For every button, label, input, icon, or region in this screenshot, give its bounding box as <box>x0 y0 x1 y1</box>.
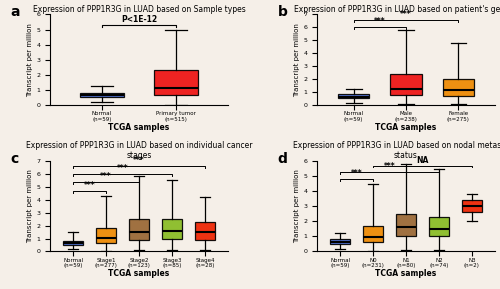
Y-axis label: Transcript per million: Transcript per million <box>28 169 34 243</box>
PathPatch shape <box>330 239 350 244</box>
PathPatch shape <box>162 219 182 238</box>
PathPatch shape <box>154 70 198 95</box>
Title: Expression of PPP1R3G in LUAD based on patient's gender: Expression of PPP1R3G in LUAD based on p… <box>294 5 500 14</box>
Text: ***: *** <box>100 172 112 181</box>
Title: Expression of PPP1R3G in LUAD based on nodal metastasis
status: Expression of PPP1R3G in LUAD based on n… <box>293 141 500 160</box>
PathPatch shape <box>195 222 215 240</box>
X-axis label: TCGA samples: TCGA samples <box>108 269 170 279</box>
Text: ***: *** <box>133 156 145 165</box>
Text: c: c <box>11 152 19 166</box>
Y-axis label: Transcript per million: Transcript per million <box>294 23 300 97</box>
PathPatch shape <box>429 217 449 236</box>
PathPatch shape <box>96 228 116 243</box>
Text: P<1E-12: P<1E-12 <box>121 15 157 24</box>
Text: ***: *** <box>384 162 396 171</box>
Y-axis label: Transcript per million: Transcript per million <box>28 23 34 97</box>
PathPatch shape <box>63 241 83 245</box>
X-axis label: TCGA samples: TCGA samples <box>108 123 170 132</box>
PathPatch shape <box>338 94 370 99</box>
Title: Expression of PPP1R3G in LUAD based on Sample types: Expression of PPP1R3G in LUAD based on S… <box>32 5 246 14</box>
Text: ***: *** <box>374 17 386 27</box>
X-axis label: TCGA samples: TCGA samples <box>376 269 436 279</box>
PathPatch shape <box>442 79 474 96</box>
X-axis label: TCGA samples: TCGA samples <box>376 123 436 132</box>
PathPatch shape <box>462 200 482 212</box>
Text: a: a <box>11 5 20 19</box>
Y-axis label: Transcript per million: Transcript per million <box>294 169 300 243</box>
Text: ***: *** <box>84 181 96 190</box>
PathPatch shape <box>390 74 422 95</box>
PathPatch shape <box>129 219 149 240</box>
Text: ***: *** <box>350 169 362 178</box>
PathPatch shape <box>80 92 124 97</box>
Text: d: d <box>278 152 287 166</box>
Text: ***: *** <box>116 164 128 173</box>
PathPatch shape <box>363 226 383 242</box>
Text: b: b <box>278 5 287 19</box>
PathPatch shape <box>396 214 416 236</box>
Text: NA: NA <box>416 155 428 165</box>
Text: ***: *** <box>400 10 412 19</box>
Title: Expression of PPP1R3G in LUAD based on individual cancer
stages: Expression of PPP1R3G in LUAD based on i… <box>26 141 252 160</box>
